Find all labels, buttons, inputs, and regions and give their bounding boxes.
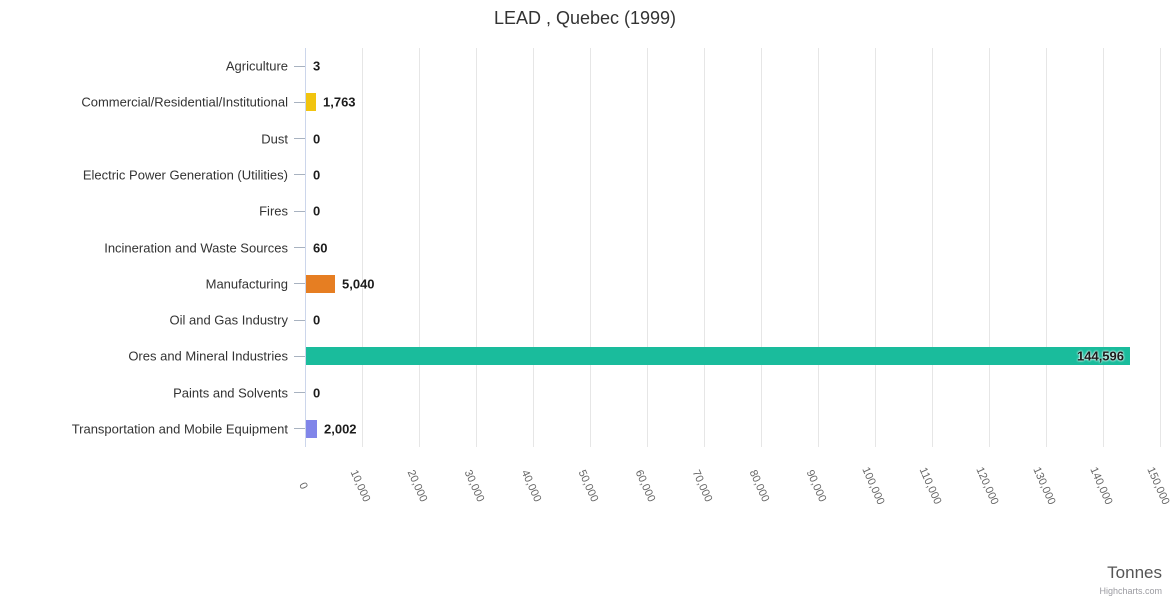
x-axis-tick-label: 150,000 [1144, 465, 1170, 507]
credits-link[interactable]: Highcharts.com [1099, 586, 1162, 596]
category-label-electric-power-generation-utilities: Electric Power Generation (Utilities) [82, 167, 288, 183]
value-label-transportation-and-mobile-equipment: 2,002 [324, 421, 357, 437]
category-tick [294, 247, 305, 248]
x-axis-tick-label: 90,000 [803, 468, 829, 504]
plot-area [305, 48, 1161, 447]
category-tick [294, 211, 305, 212]
value-label-ores-and-mineral-industries: 144,596 [1077, 348, 1124, 364]
x-axis-title: Tonnes [1107, 563, 1162, 582]
x-axis-tick-label: 80,000 [746, 468, 772, 504]
category-label-commercial-residential-institutional: Commercial/Residential/Institutional [81, 94, 288, 110]
chart-title: LEAD , Quebec (1999) [493, 8, 677, 28]
x-axis-tick-label: 20,000 [404, 468, 430, 504]
gridline [362, 48, 363, 447]
gridline [1160, 48, 1161, 447]
x-axis-tick-label: 30,000 [461, 468, 487, 504]
category-tick [294, 428, 305, 429]
category-label-ores-and-mineral-industries: Ores and Mineral Industries [128, 348, 288, 364]
bar-transportation-and-mobile-equipment[interactable] [306, 420, 317, 438]
category-label-incineration-and-waste-sources: Incineration and Waste Sources [104, 240, 288, 255]
category-label-oil-and-gas-industry: Oil and Gas Industry [169, 312, 289, 328]
gridline [932, 48, 933, 447]
x-axis-tick-label: 130,000 [1030, 465, 1058, 507]
x-axis-tick-label: 40,000 [518, 468, 544, 504]
x-axis-tick-label: 60,000 [632, 468, 658, 504]
value-label-electric-power-generation-utilities: 0 [313, 167, 321, 183]
category-tick [294, 66, 305, 67]
category-label-transportation-and-mobile-equipment: Transportation and Mobile Equipment [71, 421, 288, 437]
gridline [1103, 48, 1104, 447]
gridline [1046, 48, 1047, 447]
value-label-manufacturing: 5,040 [342, 276, 375, 292]
category-tick [294, 283, 305, 284]
x-axis-tick-label: 10,000 [347, 468, 373, 504]
category-tick [294, 138, 305, 139]
value-label-dust: 0 [313, 131, 321, 147]
gridline [989, 48, 990, 447]
gridline [704, 48, 705, 447]
bar-manufacturing[interactable] [306, 275, 335, 293]
x-axis-tick-label: 100,000 [859, 465, 887, 507]
gridline [419, 48, 420, 447]
category-tick [294, 102, 305, 103]
category-label-fires: Fires [259, 203, 288, 219]
gridline [761, 48, 762, 447]
category-label-paints-and-solvents: Paints and Solvents [173, 385, 288, 401]
x-axis-tick-label: 50,000 [575, 468, 601, 504]
bar-ores-and-mineral-industries[interactable] [306, 347, 1130, 365]
x-axis-tick-label: 140,000 [1087, 465, 1115, 507]
value-label-paints-and-solvents: 0 [313, 385, 321, 401]
category-tick [294, 356, 305, 357]
gridline [818, 48, 819, 447]
value-label-agriculture: 3 [313, 58, 321, 74]
category-tick [294, 392, 305, 393]
gridline [647, 48, 648, 447]
value-label-incineration-and-waste-sources: 60 [313, 240, 328, 255]
gridline [875, 48, 876, 447]
x-axis-tick-label: 0 [296, 480, 310, 492]
gridline [476, 48, 477, 447]
category-tick [294, 174, 305, 175]
value-label-oil-and-gas-industry: 0 [313, 312, 321, 328]
x-axis-tick-label: 70,000 [689, 468, 715, 504]
value-label-fires: 0 [313, 203, 321, 219]
x-axis-tick-label: 110,000 [916, 465, 944, 507]
category-axis-line [305, 48, 306, 447]
value-label-commercial-residential-institutional: 1,763 [323, 94, 356, 110]
bar-commercial-residential-institutional[interactable] [306, 93, 316, 111]
gridline [533, 48, 534, 447]
category-label-dust: Dust [261, 131, 288, 147]
category-label-manufacturing: Manufacturing [205, 276, 288, 292]
category-tick [294, 320, 305, 321]
category-label-agriculture: Agriculture [225, 58, 288, 74]
x-axis-tick-label: 120,000 [973, 465, 1001, 507]
gridline [590, 48, 591, 447]
